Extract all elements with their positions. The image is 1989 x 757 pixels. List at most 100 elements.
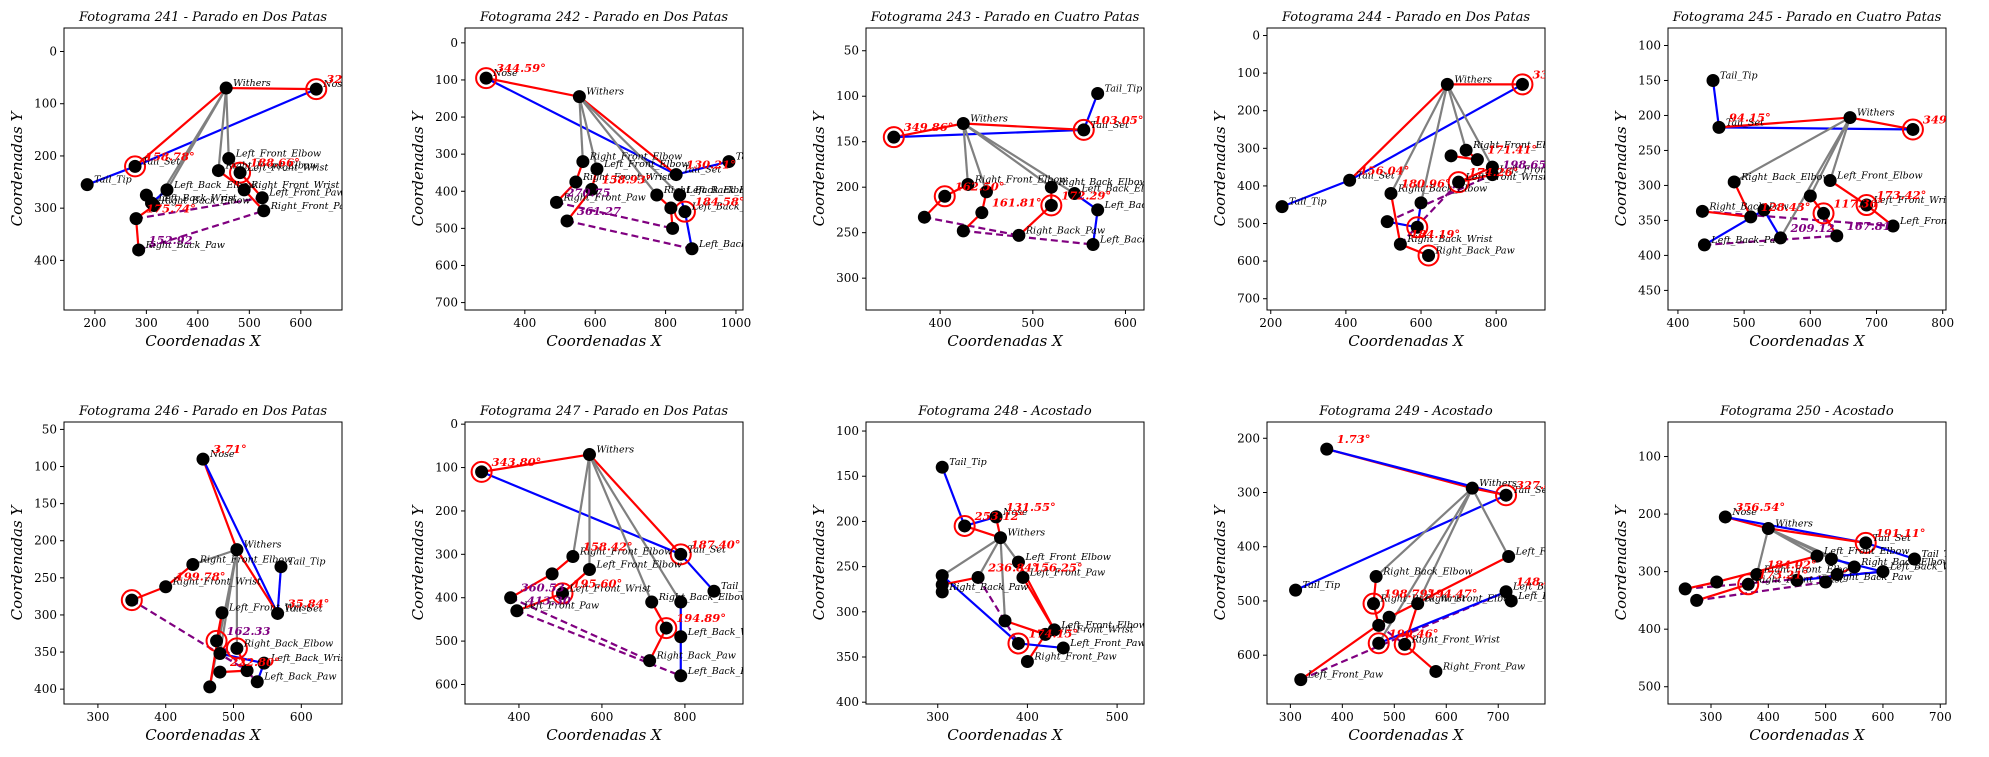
keypoint-right_back_paw — [643, 654, 657, 668]
keypoint-right_back_paw — [132, 243, 146, 257]
angle-label: 194.89° — [676, 611, 726, 625]
keypoint-label: Withers — [1479, 478, 1517, 489]
angle-label: 188.66° — [250, 156, 300, 170]
keypoint-right_front_paw — [1429, 664, 1443, 678]
distance-label: 361.27 — [577, 204, 621, 218]
angle-label: 156.04° — [1360, 163, 1410, 177]
angle-label: 253.12° — [974, 509, 1025, 523]
keypoint-label: Right_Back_Elbow — [658, 592, 748, 603]
keypoint-label: Withers — [586, 87, 624, 98]
y-tick-label: 250 — [836, 560, 859, 574]
keypoint-withers — [1465, 481, 1479, 495]
panel-3: Fotograma 243 - Parado en Cuatro Patas Co… — [810, 10, 1172, 350]
distance-label: 162.33 — [227, 624, 271, 638]
keypoint-label: Right_Front_Elbow — [199, 554, 292, 565]
keypoint-label: Left_Front_Wrist — [1873, 195, 1955, 206]
chart-title: Fotograma 242 - Parado en Dos Patas — [479, 10, 728, 25]
y-tick-label: 300 — [1638, 565, 1661, 579]
keypoint-left_back_paw — [674, 669, 688, 683]
keypoint-left_back_elbow — [1824, 552, 1838, 566]
keypoint-right_front_elbow — [186, 557, 200, 571]
keypoint-label: Right_Back_Elbow — [160, 196, 250, 207]
keypoint-right_back_elbow — [1727, 175, 1741, 189]
keypoint-right_front_wrist — [1470, 153, 1484, 167]
plot-area: Tail_TipNoseWithersLeft_Front_ElbowLeft_… — [935, 457, 1144, 669]
keypoint-nose — [309, 82, 323, 96]
y-tick-label: 400 — [435, 184, 458, 198]
angle-label: 195.60° — [573, 576, 623, 590]
keypoint-right_front_wrist — [159, 580, 173, 594]
angle-label: 184.58° — [695, 195, 745, 209]
keypoint-left_back_paw — [139, 188, 153, 202]
keypoint-right_front_paw — [504, 591, 518, 605]
keypoint-left_front_paw — [560, 214, 574, 228]
keypoint-label: Right_Back_Elbow — [1860, 557, 1950, 568]
y-axis-label: Coordenadas Y — [810, 110, 828, 227]
angle-circle — [1812, 202, 1835, 225]
keypoint-right_front_paw — [917, 210, 931, 224]
distance-label: 209.12 — [1790, 221, 1835, 235]
keypoint-right_back_elbow — [1369, 570, 1383, 584]
keypoint-left_front_paw — [1016, 570, 1030, 584]
keypoint-right_front_paw — [1830, 229, 1844, 243]
keypoint-right_back_elbow — [1847, 560, 1861, 574]
chart-title: Fotograma 243 - Parado en Cuatro Patas — [870, 10, 1140, 25]
bone-nose-withers — [485, 77, 580, 98]
distance-label: 152.92 — [149, 233, 193, 247]
y-tick-label: 250 — [34, 571, 57, 585]
keypoint-label: Left_Front_Paw — [1307, 670, 1383, 681]
bone-tail_set-tail_tip — [86, 165, 136, 186]
y-tick-label: 200 — [34, 149, 57, 163]
keypoint-label: Left_Back_Wrist — [270, 653, 349, 664]
keypoint-label: Right_Front_Elbow — [1424, 594, 1517, 605]
y-tick-label: 600 — [1237, 254, 1260, 268]
y-tick-label: 100 — [435, 73, 458, 87]
angle-circle — [1447, 171, 1470, 194]
keypoint-tail_set — [128, 159, 142, 173]
angle-label: 158.42° — [583, 539, 633, 553]
keypoint-right_front_wrist — [1398, 637, 1412, 651]
y-tick-label: 100 — [836, 424, 859, 438]
y-tick-label: 0 — [1252, 29, 1260, 43]
x-tick-label: 600 — [1410, 316, 1433, 330]
keypoint-nose — [1906, 122, 1920, 136]
bone-withers-right_back_elbow — [1375, 487, 1473, 578]
x-tick-label: 400 — [1334, 316, 1357, 330]
bone-withers-right_back_elbow — [1733, 116, 1851, 183]
angle-label: 198.79° — [1384, 587, 1434, 601]
keypoint-left_front_paw — [1485, 168, 1499, 182]
bone-withers-tail_set — [134, 87, 227, 168]
angle-label: 222.80° — [229, 655, 280, 669]
keypoint-left_front_wrist — [1382, 610, 1396, 624]
keypoint-left_back_elbow — [674, 595, 688, 609]
keypoint-label: Tail_Tip — [1921, 549, 1959, 560]
keypoint-left_front_wrist — [233, 166, 247, 180]
angle-label: 158.78° — [145, 149, 195, 163]
plot-area: Nose Withers Tail_Set Tail_Tip Left_Front_El… — [80, 72, 342, 257]
angle-label: 173.42° — [1877, 188, 1927, 202]
angle-label: 174.26° — [1469, 165, 1519, 179]
keypoint-left_front_paw — [1886, 219, 1900, 233]
y-axis-label: Coordenadas Y — [8, 504, 26, 621]
keypoint-label: Right_Front_Wrist — [250, 180, 339, 191]
distance-line — [131, 599, 248, 672]
keypoint-label: Withers — [233, 78, 271, 89]
keypoint-right_back_wrist — [664, 201, 678, 215]
x-tick-label: 600 — [1435, 710, 1458, 724]
keypoint-right_back_wrist — [659, 621, 673, 635]
bone-tail_set-tail_tip — [1711, 80, 1721, 128]
keypoint-left_front_paw — [1294, 673, 1308, 687]
keypoint-label: Left_Back_Paw — [1099, 235, 1172, 246]
y-tick-label: 100 — [34, 460, 57, 474]
y-tick-label: 150 — [34, 497, 57, 511]
keypoint-label: Left_Front_Wrist — [1051, 624, 1133, 635]
x-tick-label: 700 — [1487, 710, 1510, 724]
keypoint-left_back_wrist — [1876, 565, 1890, 579]
angle-circle — [669, 543, 692, 566]
keypoint-label: Left_Back_Elbow — [173, 180, 256, 191]
angle-label: 172.29° — [1061, 188, 1111, 202]
keypoint-tail_set — [1499, 488, 1513, 502]
keypoint-tail_set — [669, 168, 683, 182]
keypoint-label: Right_Front_Wrist — [1754, 574, 1843, 585]
angle-label: 161.81° — [992, 196, 1042, 210]
